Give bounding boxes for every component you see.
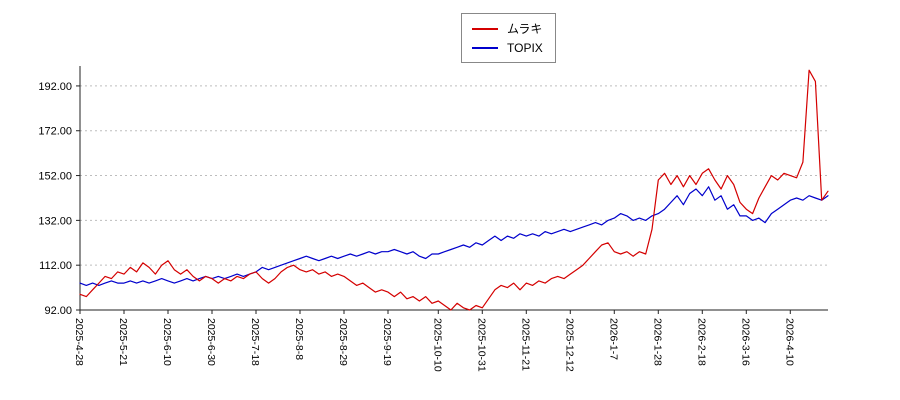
y-tick-label: 172.00 <box>38 126 72 138</box>
muraki-line-swatch <box>472 27 498 30</box>
x-tick-label: 2025-8-29 <box>337 318 349 366</box>
topix-legend-label: TOPIX <box>507 40 543 55</box>
legend-item-topix: TOPIX <box>472 40 543 55</box>
y-tick-label: 112.00 <box>39 260 72 272</box>
x-tick-label: 2026-4-10 <box>783 318 795 366</box>
x-tick-label: 2025-11-21 <box>519 318 531 371</box>
series-line-muraki <box>79 69 829 311</box>
x-tick-label: 2026-1-28 <box>651 318 663 366</box>
x-tick-label: 2025-12-12 <box>563 318 575 372</box>
x-tick-label: 2026-1-7 <box>607 318 619 360</box>
muraki-legend-label: ムラキ <box>507 21 543 36</box>
x-tick-label: 2025-8-8 <box>293 318 305 360</box>
x-tick-label: 2025-5-21 <box>117 318 129 366</box>
legend-item-muraki: ムラキ <box>472 21 543 36</box>
x-tick-label: 2025-6-30 <box>205 318 217 366</box>
y-tick-label: 152.00 <box>38 171 72 183</box>
y-tick-label: 92.00 <box>44 305 72 317</box>
x-tick-label: 2025-6-10 <box>161 318 173 366</box>
x-tick-label: 2026-2-18 <box>695 318 707 366</box>
x-tick-label: 2026-3-16 <box>739 318 751 366</box>
x-tick-label: 2025-10-10 <box>431 318 443 372</box>
x-tick-label: 2025-9-19 <box>381 318 393 366</box>
x-tick-label: 2025-7-18 <box>249 318 261 366</box>
y-tick-label: 192.00 <box>38 81 72 93</box>
x-tick-label: 2025-4-28 <box>73 318 85 366</box>
topix-line-swatch <box>472 46 498 49</box>
y-tick-label: 132.00 <box>38 215 72 227</box>
series-line-topix <box>79 186 829 286</box>
chart-legend: ムラキ TOPIX <box>461 13 556 63</box>
x-tick-label: 2025-10-31 <box>475 318 487 372</box>
